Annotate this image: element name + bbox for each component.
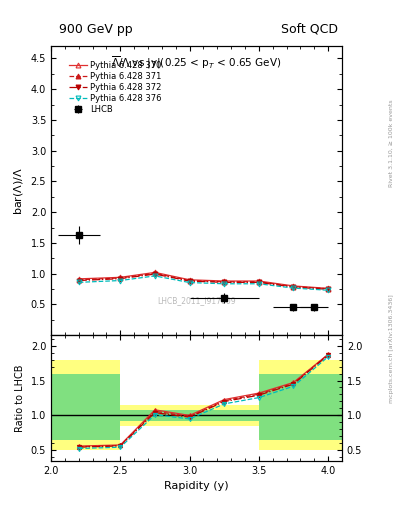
Pythia 6.428 371: [291, 284, 296, 290]
Pythia 6.428 371: [326, 286, 331, 292]
Pythia 6.428 372: [187, 278, 192, 284]
Pythia 6.428 376: [291, 285, 296, 291]
Pythia 6.428 371: [222, 279, 226, 285]
Pythia 6.428 372: [326, 286, 331, 292]
X-axis label: Rapidity (y): Rapidity (y): [164, 481, 229, 491]
Pythia 6.428 371: [76, 276, 81, 283]
Pythia 6.428 376: [257, 281, 261, 287]
Bar: [51, 374, 120, 440]
Pythia 6.428 370: [326, 285, 331, 291]
Bar: [259, 359, 342, 451]
Pythia 6.428 370: [291, 283, 296, 289]
Line: Pythia 6.428 372: Pythia 6.428 372: [76, 272, 331, 292]
Pythia 6.428 372: [152, 271, 157, 277]
Pythia 6.428 376: [326, 287, 331, 293]
Pythia 6.428 371: [257, 279, 261, 285]
Y-axis label: Ratio to LHCB: Ratio to LHCB: [15, 364, 25, 432]
Text: Rivet 3.1.10, ≥ 100k events: Rivet 3.1.10, ≥ 100k events: [389, 99, 393, 187]
Line: Pythia 6.428 371: Pythia 6.428 371: [76, 271, 331, 291]
Pythia 6.428 372: [76, 278, 81, 284]
Pythia 6.428 376: [152, 273, 157, 279]
Pythia 6.428 370: [222, 278, 226, 284]
Bar: [120, 410, 259, 421]
Pythia 6.428 376: [187, 280, 192, 286]
Pythia 6.428 370: [187, 276, 192, 283]
Legend: Pythia 6.428 370, Pythia 6.428 371, Pythia 6.428 372, Pythia 6.428 376, LHCB: Pythia 6.428 370, Pythia 6.428 371, Pyth…: [67, 59, 163, 116]
Pythia 6.428 372: [118, 275, 123, 282]
Line: Pythia 6.428 376: Pythia 6.428 376: [76, 273, 331, 293]
Pythia 6.428 371: [152, 270, 157, 276]
Y-axis label: bar($\Lambda$)/$\Lambda$: bar($\Lambda$)/$\Lambda$: [12, 166, 25, 215]
Bar: [259, 374, 342, 440]
Text: LHCB_2011_I917009: LHCB_2011_I917009: [157, 296, 236, 305]
Pythia 6.428 370: [118, 274, 123, 281]
Bar: [120, 405, 259, 426]
Text: mcplots.cern.ch [arXiv:1306.3436]: mcplots.cern.ch [arXiv:1306.3436]: [389, 294, 393, 402]
Pythia 6.428 376: [222, 281, 226, 287]
Text: 900 GeV pp: 900 GeV pp: [59, 23, 132, 36]
Pythia 6.428 376: [118, 278, 123, 284]
Pythia 6.428 376: [76, 279, 81, 285]
Pythia 6.428 372: [257, 279, 261, 285]
Pythia 6.428 370: [76, 276, 81, 282]
Pythia 6.428 370: [152, 269, 157, 275]
Pythia 6.428 372: [222, 279, 226, 285]
Pythia 6.428 372: [291, 284, 296, 290]
Text: $\overline{\Lambda}/\Lambda$ vs |y|(0.25 < p$_T$ < 0.65 GeV): $\overline{\Lambda}/\Lambda$ vs |y|(0.25…: [111, 55, 282, 71]
Bar: [51, 359, 120, 451]
Line: Pythia 6.428 370: Pythia 6.428 370: [76, 270, 331, 291]
Pythia 6.428 371: [187, 278, 192, 284]
Pythia 6.428 370: [257, 278, 261, 284]
Pythia 6.428 371: [118, 275, 123, 281]
Text: Soft QCD: Soft QCD: [281, 23, 338, 36]
